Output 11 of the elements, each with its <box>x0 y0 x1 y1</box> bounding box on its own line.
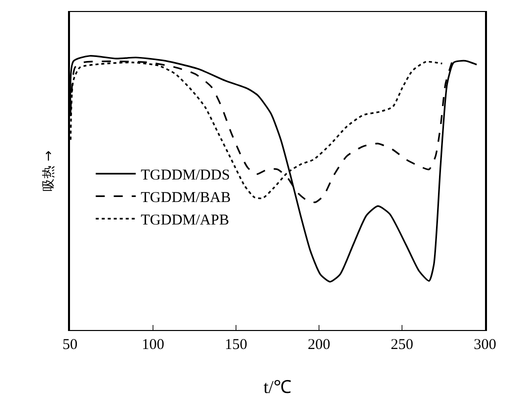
x-tick-label: 100 <box>142 337 164 354</box>
legend-label: TGDDM/APB <box>140 212 230 229</box>
x-axis-title: t/℃ <box>263 377 292 398</box>
x-tick-label: 150 <box>224 337 248 354</box>
legend-label: TGDDM/DDS <box>140 168 230 184</box>
x-tick-label: 50 <box>62 337 78 354</box>
x-tick-label: 250 <box>390 337 414 354</box>
x-tick-label: 200 <box>308 337 330 354</box>
x-tick-label: 300 <box>474 337 496 354</box>
y-axis-title: 吸热 → <box>42 150 57 192</box>
legend-label: TGDDM/BAB <box>140 190 231 206</box>
